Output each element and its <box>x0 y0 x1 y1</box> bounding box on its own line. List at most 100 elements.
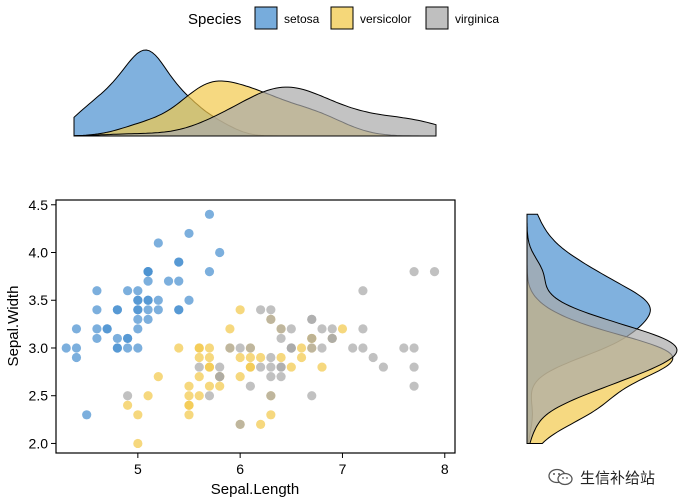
point-versicolor <box>235 352 245 363</box>
point-virginica <box>245 343 255 353</box>
point-virginica <box>235 343 245 353</box>
legend-swatch-setosa <box>254 6 278 30</box>
point-virginica <box>266 314 276 324</box>
watermark-text: 生信补给站 <box>580 469 656 487</box>
point-setosa <box>153 238 163 248</box>
point-versicolor <box>256 419 266 429</box>
point-virginica <box>225 343 235 353</box>
point-setosa <box>174 305 184 315</box>
point-setosa <box>61 343 71 353</box>
y-tick-label: 4.5 <box>29 197 49 213</box>
point-setosa <box>204 209 215 219</box>
point-setosa <box>143 267 153 277</box>
point-versicolor <box>256 352 266 363</box>
point-setosa <box>133 286 143 296</box>
point-virginica <box>307 314 317 324</box>
point-setosa <box>92 324 102 334</box>
point-setosa <box>123 333 133 344</box>
point-virginica <box>358 343 368 353</box>
point-virginica <box>235 419 245 429</box>
right-marginal-density <box>526 213 678 444</box>
y-tick-label: 2.5 <box>29 388 49 404</box>
point-virginica <box>215 372 225 382</box>
point-setosa <box>82 410 92 420</box>
point-versicolor <box>174 343 184 353</box>
point-virginica <box>307 333 317 344</box>
point-versicolor <box>204 352 215 363</box>
point-versicolor <box>133 410 143 420</box>
y-tick-label: 4.0 <box>29 245 49 261</box>
legend-label-virginica: virginica <box>455 12 499 26</box>
y-axis: 2.0 2.5 3.0 3.5 4.0 4.5 <box>29 197 56 451</box>
point-versicolor <box>204 381 215 391</box>
point-virginica <box>358 286 368 296</box>
point-virginica <box>307 343 317 353</box>
point-virginica <box>348 343 358 353</box>
point-setosa <box>71 352 82 363</box>
point-versicolor <box>245 362 255 372</box>
point-virginica <box>123 391 133 401</box>
point-versicolor <box>276 352 286 363</box>
point-versicolor <box>153 372 163 382</box>
point-versicolor <box>184 410 194 420</box>
point-versicolor <box>143 391 153 401</box>
point-versicolor <box>266 410 276 420</box>
x-tick-label: 6 <box>236 461 244 477</box>
point-versicolor <box>225 324 235 334</box>
point-setosa <box>143 314 153 324</box>
point-versicolor <box>123 400 133 410</box>
point-virginica <box>266 305 276 315</box>
x-axis: 5 6 7 8 <box>134 453 449 477</box>
point-virginica <box>276 372 286 382</box>
point-setosa <box>174 276 184 286</box>
point-setosa <box>133 343 143 353</box>
point-virginica <box>266 372 276 382</box>
point-versicolor <box>245 352 255 363</box>
point-setosa <box>174 257 184 267</box>
main-scatter-plot: 5 6 7 8 2.0 2.5 3.0 3.5 4.0 4.5 Sepal.Length Sep… <box>5 197 456 498</box>
point-versicolor <box>204 343 215 353</box>
point-setosa <box>92 286 102 296</box>
point-setosa <box>153 295 163 305</box>
y-axis-label: Sepal.Width <box>5 286 22 367</box>
point-virginica <box>317 343 327 353</box>
point-virginica <box>409 362 419 372</box>
legend-label-setosa: setosa <box>284 12 320 26</box>
point-versicolor <box>235 305 245 315</box>
point-setosa <box>215 247 225 258</box>
point-setosa <box>92 333 102 344</box>
point-virginica <box>276 333 286 344</box>
point-setosa <box>143 305 153 315</box>
point-versicolor <box>184 391 194 401</box>
point-setosa <box>71 343 82 353</box>
point-virginica <box>256 305 266 315</box>
wechat-icon <box>548 468 574 490</box>
point-versicolor <box>317 362 327 372</box>
legend-title: Species <box>188 11 241 28</box>
top-marginal-density <box>73 49 437 137</box>
point-virginica <box>276 362 286 372</box>
point-virginica <box>409 343 419 353</box>
point-setosa <box>123 343 133 353</box>
x-tick-label: 8 <box>441 461 449 477</box>
point-versicolor <box>194 391 204 401</box>
right-density-virginica <box>526 214 678 444</box>
point-virginica <box>215 362 225 372</box>
point-virginica <box>266 352 276 363</box>
point-virginica <box>368 352 378 363</box>
point-setosa <box>112 305 122 315</box>
point-virginica <box>409 267 419 277</box>
watermark: 生信补给站 <box>548 466 684 488</box>
legend-label-versicolor: versicolor <box>360 12 411 26</box>
point-virginica <box>276 324 286 334</box>
point-virginica <box>245 381 255 391</box>
point-setosa <box>71 324 82 334</box>
point-virginica <box>317 324 327 334</box>
point-virginica <box>286 324 296 334</box>
point-versicolor <box>184 381 194 391</box>
y-tick-label: 2.0 <box>29 435 49 451</box>
x-tick-label: 5 <box>134 461 142 477</box>
point-virginica <box>194 362 204 372</box>
point-virginica <box>266 391 276 401</box>
point-versicolor <box>286 362 296 372</box>
